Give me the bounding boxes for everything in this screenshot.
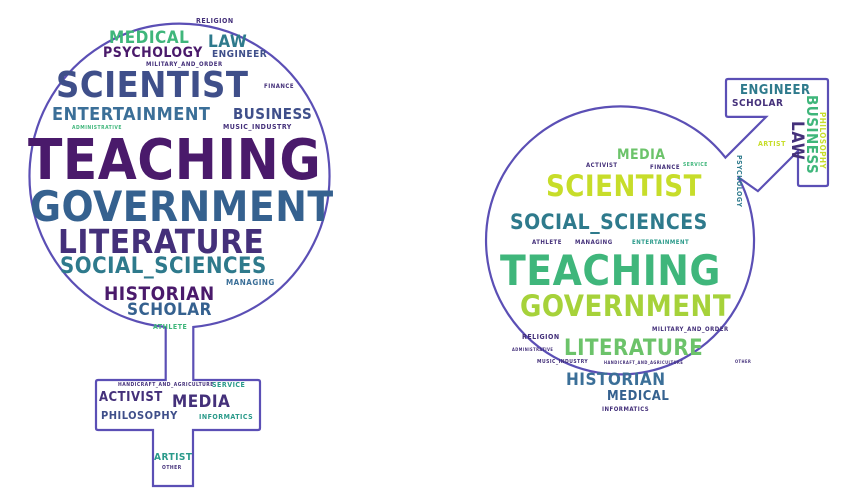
female-word-artist: ARTIST bbox=[154, 452, 193, 463]
male-word-entertainment: ENTERTAINMENT bbox=[632, 239, 690, 246]
male-word-finance: FINANCE bbox=[650, 164, 681, 171]
female-word-informatics: INFORMATICS bbox=[199, 413, 254, 421]
female-word-other: OTHER bbox=[162, 465, 182, 471]
male-word-teaching: TEACHING bbox=[500, 246, 721, 295]
female-word-handicraft-and-agriculture: HANDICRAFT_AND_AGRICULTURE bbox=[118, 382, 214, 388]
male-symbol-outline bbox=[485, 77, 830, 376]
female-word-military-and-order: MILITARY_AND_ORDER bbox=[146, 61, 223, 68]
male-word-medical: MEDICAL bbox=[607, 389, 670, 404]
female-word-philosophy: PHILOSOPHY bbox=[101, 409, 178, 422]
female-word-activist: ACTIVIST bbox=[99, 390, 163, 405]
female-word-service: SERVICE bbox=[212, 381, 246, 389]
male-word-scientist: SCIENTIST bbox=[546, 169, 702, 203]
female-word-finance: FINANCE bbox=[264, 83, 295, 90]
male-word-philosophy: PHILOSOPHY bbox=[818, 112, 827, 170]
male-word-informatics: INFORMATICS bbox=[602, 406, 650, 413]
female-word-entertainment: ENTERTAINMENT bbox=[52, 104, 211, 125]
male-word-law: LAW bbox=[787, 121, 807, 161]
male-word-managing: MANAGING bbox=[575, 239, 613, 246]
male-word-scholar: SCHOLAR bbox=[732, 98, 784, 109]
male-word-religion: RELIGION bbox=[522, 333, 560, 341]
male-word-athlete: ATHLETE bbox=[532, 239, 562, 246]
male-word-administrative: ADMINISTRATIVE bbox=[512, 347, 554, 352]
male-word-historian: HISTORIAN bbox=[566, 370, 666, 390]
female-word-social-sciences: SOCIAL_SCIENCES bbox=[60, 254, 267, 279]
female-word-engineer: ENGINEER bbox=[212, 49, 268, 60]
female-word-law: LAW bbox=[208, 32, 248, 52]
female-word-managing: MANAGING bbox=[226, 278, 275, 287]
female-word-psychology: PSYCHOLOGY bbox=[103, 45, 203, 61]
male-word-social-sciences: SOCIAL_SCIENCES bbox=[510, 210, 708, 234]
female-word-religion: RELIGION bbox=[196, 17, 234, 25]
male-word-other: OTHER bbox=[735, 359, 752, 364]
female-symbol-outline bbox=[28, 22, 331, 488]
female-word-scientist: SCIENTIST bbox=[56, 65, 249, 106]
female-word-business: BUSINESS bbox=[233, 105, 313, 123]
male-word-literature: LITERATURE bbox=[564, 336, 704, 361]
male-word-artist: ARTIST bbox=[758, 140, 786, 148]
female-word-athlete: ATHLETE bbox=[153, 323, 188, 331]
male-word-government: GOVERNMENT bbox=[520, 289, 732, 323]
female-word-media: MEDIA bbox=[172, 392, 231, 412]
female-word-government: GOVERNMENT bbox=[30, 182, 334, 231]
female-word-historian: HISTORIAN bbox=[104, 283, 215, 305]
male-word-military-and-order: MILITARY_AND_ORDER bbox=[652, 326, 729, 333]
female-word-music-industry: MUSIC_INDUSTRY bbox=[223, 123, 292, 131]
male-word-service: SERVICE bbox=[683, 162, 708, 168]
male-word-handicraft-and-agriculture: HANDICRAFT_AND_AGRICULTURE bbox=[604, 360, 684, 365]
female-word-literature: LITERATURE bbox=[58, 222, 265, 261]
male-word-engineer: ENGINEER bbox=[740, 83, 811, 98]
female-word-administrative: ADMINISTRATIVE bbox=[72, 125, 122, 131]
female-word-scholar: SCHOLAR bbox=[127, 300, 212, 320]
female-word-teaching: TEACHING bbox=[28, 128, 322, 193]
female-word-medical: MEDICAL bbox=[109, 28, 190, 48]
male-word-activist: ACTIVIST bbox=[586, 162, 618, 169]
male-word-business: BUSINESS bbox=[803, 95, 821, 175]
male-word-music-industry: MUSIC_INDUSTRY bbox=[537, 359, 589, 365]
male-word-media: MEDIA bbox=[617, 147, 666, 163]
male-word-psychology: PSYCHOLOGY bbox=[735, 155, 743, 208]
